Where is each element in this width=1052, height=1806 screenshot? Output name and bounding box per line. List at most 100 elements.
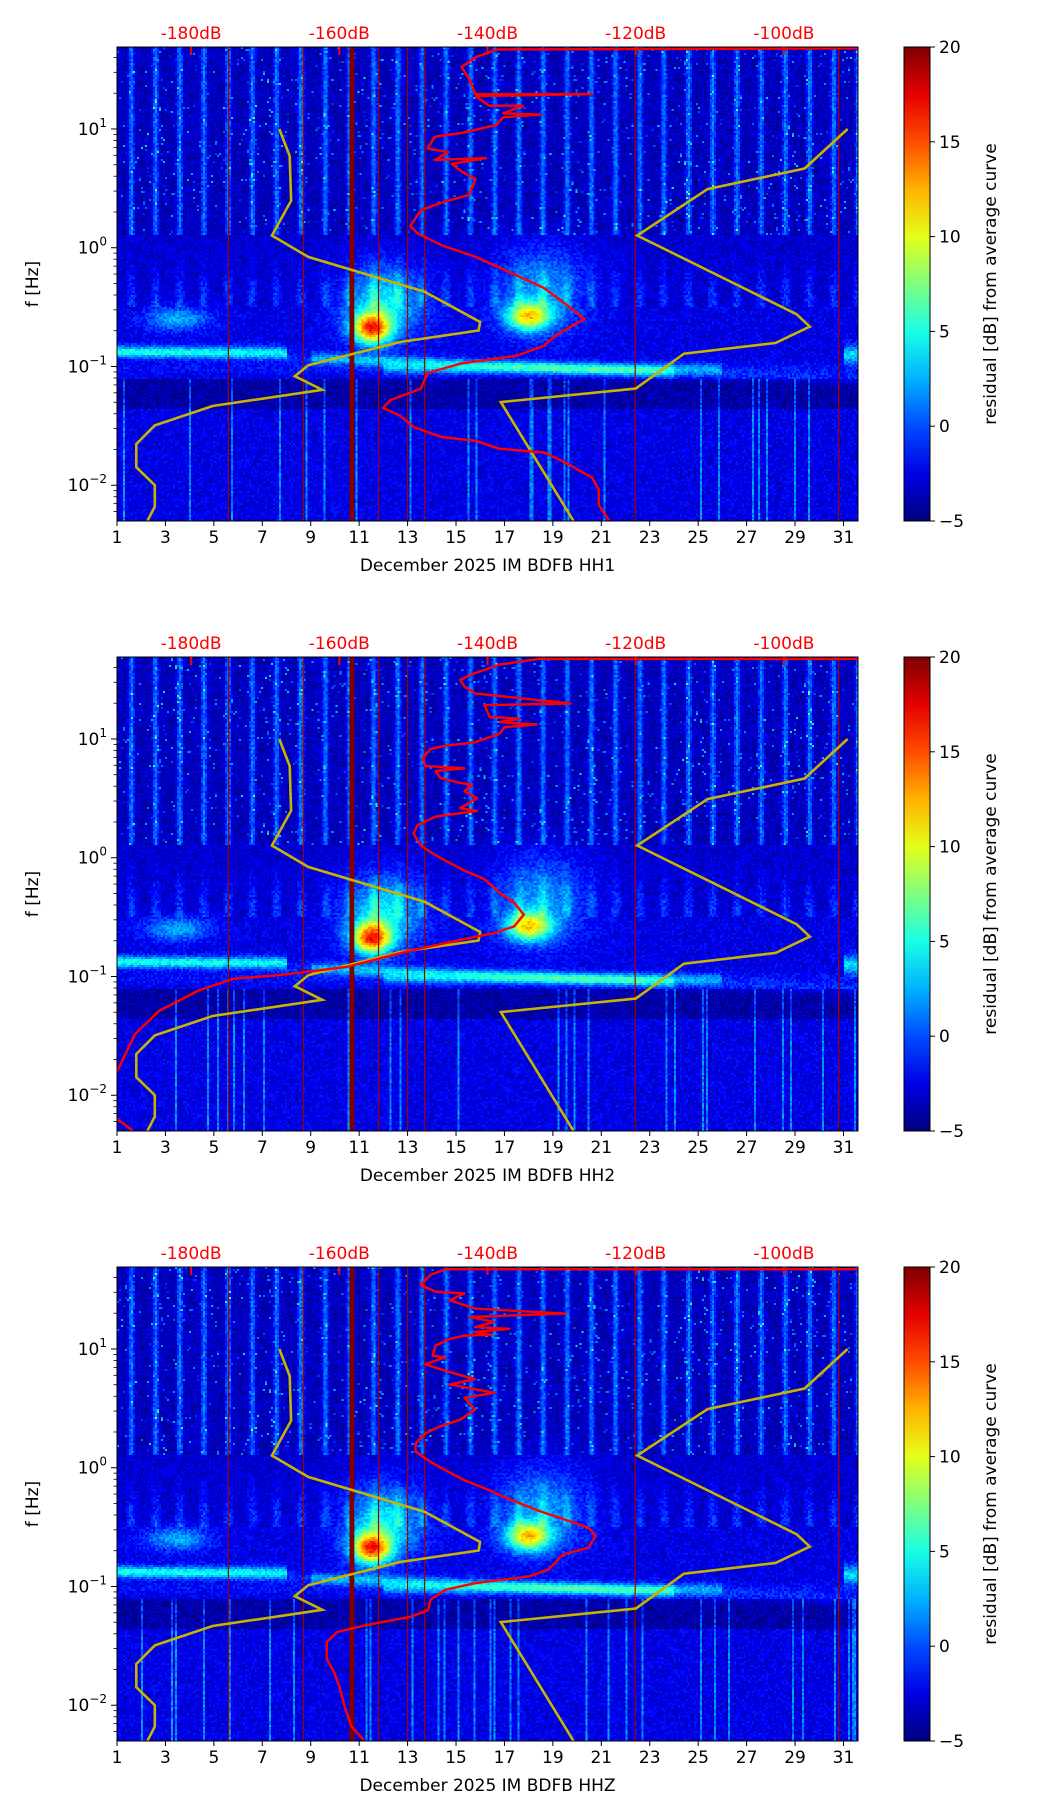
colorbar-tick-label: 20	[939, 38, 961, 58]
x-tick-label: 27	[736, 1748, 758, 1768]
high-noise-model-line	[498, 1348, 849, 1741]
psd-curve	[381, 47, 858, 521]
colorbar	[903, 656, 931, 1132]
top-db-label: -100dB	[753, 634, 814, 654]
y-tick-base: 10	[68, 1086, 90, 1106]
top-db-label: -120dB	[605, 24, 666, 44]
psd-curve	[117, 657, 858, 1131]
colorbar-tick-label: 10	[939, 1448, 961, 1468]
colorbar-tick-label: 20	[939, 648, 961, 668]
colorbar	[903, 46, 931, 522]
x-tick-label: 7	[257, 528, 268, 548]
x-tick-label: 13	[397, 1138, 419, 1158]
y-tick-base: 10	[78, 730, 100, 750]
x-tick-label: 13	[397, 1748, 419, 1768]
colorbar-tick-label: −5	[939, 1732, 964, 1752]
y-tick-base: 10	[68, 1696, 90, 1716]
x-axis-label: December 2025 IM BDFB HH2	[360, 1166, 615, 1186]
y-tick-label: 10−2	[68, 472, 107, 496]
y-tick-label: 100	[78, 845, 107, 869]
low-noise-model-line	[135, 128, 482, 521]
x-tick-label: 17	[494, 1138, 516, 1158]
colorbar-label: residual [dB] from average curve	[981, 1363, 1001, 1644]
y-tick-exponent: 0	[99, 1455, 107, 1469]
x-tick-label: 21	[590, 528, 612, 548]
y-axis-label: f [Hz]	[23, 1481, 43, 1527]
colorbar-tick-label: −5	[939, 512, 964, 532]
colorbar-label: residual [dB] from average curve	[981, 753, 1001, 1034]
x-tick-label: 19	[542, 528, 564, 548]
x-tick-label: 23	[639, 528, 661, 548]
colorbar-tick-label: 10	[939, 228, 961, 248]
x-tick-label: 19	[542, 1748, 564, 1768]
colorbar-tick-label: 0	[939, 1027, 950, 1047]
y-tick-exponent: 1	[99, 1336, 107, 1350]
x-tick-label: 17	[494, 528, 516, 548]
y-tick-label: 10−1	[68, 963, 107, 987]
colorbar-tick-label: 0	[939, 1637, 950, 1657]
y-tick-base: 10	[78, 849, 100, 869]
saturated-band	[349, 47, 355, 521]
x-tick-label: 3	[160, 1748, 171, 1768]
high-noise-model-line	[498, 128, 849, 521]
y-tick-label: 10−2	[68, 1692, 107, 1716]
colorbar-tick-label: 5	[939, 1542, 950, 1562]
y-tick-label: 100	[78, 235, 107, 259]
colorbar-tick-label: 10	[939, 838, 961, 858]
colorbar-tick-label: 20	[939, 1258, 961, 1278]
x-tick-label: 7	[257, 1138, 268, 1158]
x-tick-label: 5	[208, 1138, 219, 1158]
colorbar-tick-label: 15	[939, 1353, 961, 1373]
y-tick-label: 10−1	[68, 353, 107, 377]
y-tick-exponent: 1	[99, 726, 107, 740]
colorbar-tick-label: 5	[939, 932, 950, 952]
y-tick-exponent: −1	[89, 1573, 107, 1587]
y-tick-label: 10−1	[68, 1573, 107, 1597]
x-tick-label: 9	[305, 528, 316, 548]
x-tick-label: 11	[348, 528, 370, 548]
y-tick-base: 10	[78, 239, 100, 259]
top-db-label: -180dB	[161, 634, 222, 654]
top-db-label: -140dB	[457, 24, 518, 44]
top-db-label: -180dB	[161, 24, 222, 44]
x-tick-label: 9	[305, 1748, 316, 1768]
colorbar-tick-label: −5	[939, 1122, 964, 1142]
x-tick-label: 1	[112, 1748, 123, 1768]
y-tick-exponent: −2	[89, 1692, 107, 1706]
y-tick-base: 10	[68, 476, 90, 496]
x-tick-label: 17	[494, 1748, 516, 1768]
colorbar-label: residual [dB] from average curve	[981, 143, 1001, 424]
top-db-label: -160dB	[309, 24, 370, 44]
top-db-label: -160dB	[309, 634, 370, 654]
x-tick-label: 1	[112, 1138, 123, 1158]
top-db-label: -100dB	[753, 24, 814, 44]
x-tick-label: 31	[833, 1748, 855, 1768]
x-tick-label: 21	[590, 1748, 612, 1768]
x-tick-label: 25	[687, 528, 709, 548]
x-axis-label: December 2025 IM BDFB HHZ	[359, 1776, 615, 1796]
y-tick-exponent: −2	[89, 472, 107, 486]
x-tick-label: 9	[305, 1138, 316, 1158]
top-db-label: -180dB	[161, 1244, 222, 1264]
x-tick-label: 15	[445, 528, 467, 548]
y-tick-label: 100	[78, 1455, 107, 1479]
y-tick-exponent: 0	[99, 235, 107, 249]
top-db-label: -120dB	[605, 1244, 666, 1264]
y-tick-base: 10	[78, 1340, 100, 1360]
y-tick-exponent: −1	[89, 963, 107, 977]
top-db-label: -140dB	[457, 1244, 518, 1264]
x-tick-label: 11	[348, 1748, 370, 1768]
low-noise-model-line	[135, 1348, 482, 1741]
psd-curve	[325, 1268, 858, 1741]
x-tick-label: 27	[736, 528, 758, 548]
y-tick-base: 10	[68, 967, 90, 987]
saturated-band	[349, 1267, 355, 1741]
x-tick-label: 5	[208, 528, 219, 548]
x-tick-label: 29	[784, 1138, 806, 1158]
y-axis-label: f [Hz]	[23, 261, 43, 307]
colorbar-tick-label: 15	[939, 133, 961, 153]
